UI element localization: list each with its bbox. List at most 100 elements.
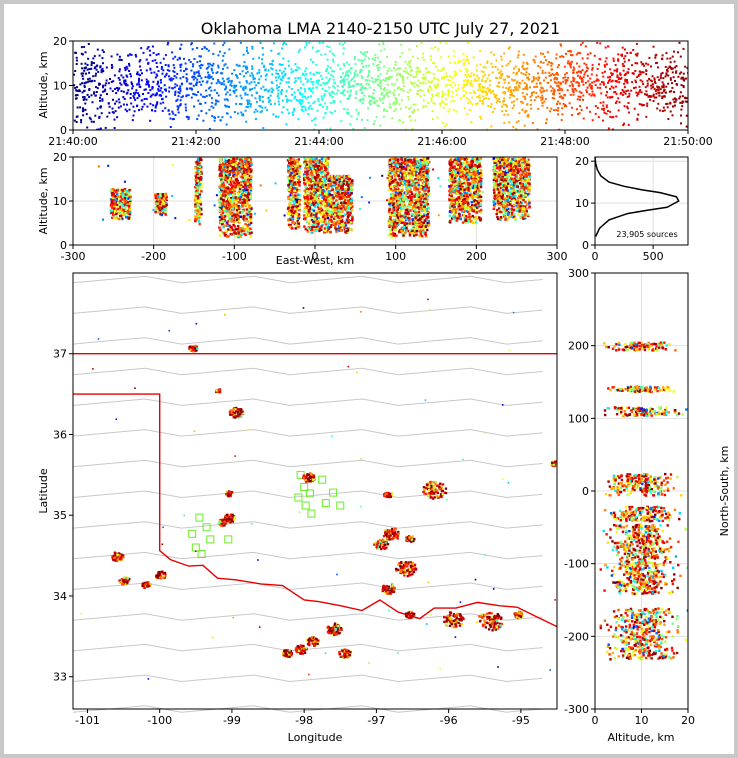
time-altitude-point (236, 75, 238, 78)
time-altitude-point (278, 75, 281, 78)
time-altitude-point (229, 83, 232, 86)
time-altitude-point (155, 53, 158, 56)
ns-point (641, 491, 644, 495)
time-altitude-point (368, 101, 371, 104)
time-altitude-point (435, 86, 438, 89)
time-altitude-point (488, 84, 491, 87)
county-line (72, 398, 543, 406)
time-altitude-point (328, 79, 330, 82)
ns-point (657, 492, 660, 495)
time-altitude-point (160, 87, 163, 90)
time-altitude-point (609, 110, 612, 113)
time-altitude-point (405, 128, 407, 130)
plan-view-point (411, 535, 414, 538)
plan-view-point (120, 555, 124, 558)
time-altitude-point (502, 91, 505, 94)
sensor-marker (224, 535, 233, 544)
ns-point (662, 386, 665, 389)
plan-view-point (306, 638, 309, 641)
ns-point (615, 524, 618, 527)
time-altitude-point (667, 74, 670, 77)
time-altitude-point (90, 67, 93, 70)
plan-view-point (496, 619, 499, 622)
time-altitude-point (462, 80, 465, 82)
plan-view-point (157, 576, 160, 579)
time-altitude-point (591, 93, 594, 96)
plan-view-point (229, 493, 232, 496)
time-altitude-point (395, 98, 397, 101)
time-altitude-point (572, 88, 575, 91)
time-altitude-point (388, 67, 391, 70)
time-altitude-point (579, 70, 582, 73)
time-altitude-point (566, 62, 569, 65)
ns-point (621, 530, 625, 533)
time-altitude-point (197, 71, 200, 74)
time-altitude-point (594, 112, 597, 115)
ns-point (655, 509, 658, 513)
time-altitude-point (88, 71, 91, 74)
time-altitude-point (429, 86, 432, 89)
county-line (72, 705, 543, 713)
plan-view-point (425, 623, 428, 625)
plan-view-point (230, 519, 234, 522)
east-west-x-tick-label: 200 (466, 250, 487, 263)
ns-point (655, 505, 658, 509)
time-altitude-point (223, 83, 226, 86)
plan-view-point (436, 491, 439, 494)
time-altitude-point (545, 122, 547, 125)
ns-point (660, 343, 664, 347)
time-altitude-point (466, 55, 468, 58)
time-altitude-point (535, 77, 538, 80)
time-altitude-point (286, 100, 288, 103)
time-altitude-point (341, 92, 344, 95)
time-altitude-point (304, 108, 307, 111)
plan-view-point (549, 669, 551, 671)
time-altitude-point (93, 92, 95, 95)
ns-point (634, 343, 637, 346)
time-altitude-point (115, 100, 118, 103)
ns-point (630, 518, 633, 521)
time-altitude-point (430, 88, 433, 91)
time-altitude-point (81, 67, 84, 70)
ns-point (629, 477, 632, 481)
time-altitude-point (275, 69, 278, 72)
time-altitude-point (173, 71, 176, 74)
ns-point (623, 511, 626, 514)
plan-view-point (406, 537, 409, 540)
map-y-tick-label: 35 (53, 509, 67, 522)
time-altitude-point (339, 100, 342, 103)
time-altitude-point (309, 87, 312, 90)
time-altitude-point (368, 83, 370, 86)
time-altitude-point (128, 64, 131, 67)
time-altitude-point (281, 63, 284, 66)
time-altitude-point (666, 57, 669, 60)
time-altitude-point (128, 70, 131, 72)
time-altitude-point (74, 97, 77, 100)
ns-point (645, 408, 648, 412)
time-altitude-point (190, 96, 193, 99)
time-altitude-point (678, 97, 681, 100)
time-altitude-point (245, 105, 248, 108)
time-altitude-point (665, 103, 668, 105)
time-altitude-point (346, 97, 349, 100)
ns-point (632, 519, 636, 522)
ns-point (643, 414, 646, 417)
time-altitude-point (382, 41, 385, 44)
time-altitude-point (545, 118, 548, 121)
time-altitude-point (172, 64, 175, 67)
time-altitude-point (98, 116, 101, 119)
plan-view-point (456, 613, 459, 616)
plan-view-point (308, 642, 311, 645)
ns-point (624, 342, 627, 346)
time-altitude-point (137, 92, 140, 95)
time-altitude-point (444, 92, 447, 95)
ns-point (647, 507, 650, 510)
time-altitude-point (343, 94, 346, 97)
time-altitude-point (503, 91, 506, 94)
time-altitude-point (665, 91, 667, 94)
time-altitude-point (422, 99, 425, 102)
plan-view-point (343, 655, 346, 659)
plan-view-point (461, 616, 464, 619)
plan-view-point (397, 530, 400, 534)
time-altitude-point (559, 55, 562, 58)
